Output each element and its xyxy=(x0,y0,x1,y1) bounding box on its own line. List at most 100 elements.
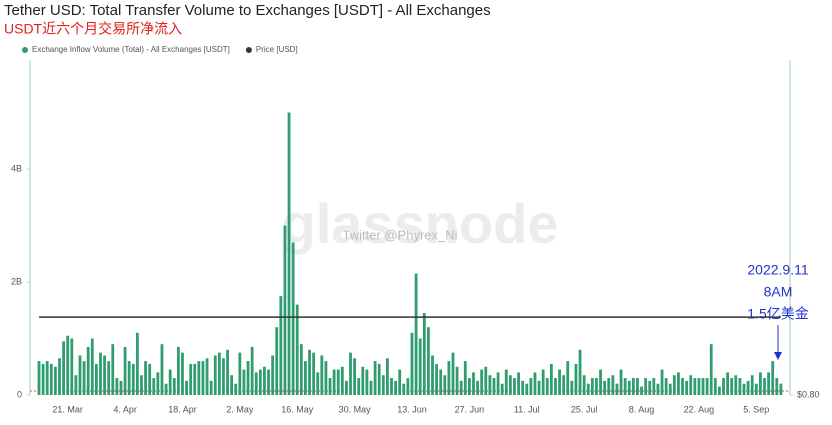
bar xyxy=(467,378,471,395)
bar xyxy=(353,358,357,395)
bar xyxy=(722,378,725,395)
bar xyxy=(111,344,115,395)
bar xyxy=(439,369,443,395)
annotation: 2022.9.11 xyxy=(747,262,808,278)
bar xyxy=(713,378,717,395)
bar xyxy=(443,375,447,395)
bar xyxy=(287,112,291,396)
bar xyxy=(582,375,586,395)
bar xyxy=(521,380,525,395)
bar xyxy=(45,361,49,395)
x-tick-label: 8. Aug xyxy=(629,404,655,414)
bar xyxy=(746,380,750,395)
bar xyxy=(488,375,492,395)
bar xyxy=(693,378,697,395)
bar xyxy=(275,327,279,395)
x-tick-label: 30. May xyxy=(339,404,372,414)
bar xyxy=(779,383,783,395)
bar xyxy=(549,363,553,395)
bar xyxy=(574,363,578,395)
bar xyxy=(135,332,139,395)
bar xyxy=(246,361,250,395)
bar xyxy=(599,369,602,395)
bar xyxy=(49,363,53,395)
bar xyxy=(238,352,242,395)
x-tick-label: 2. May xyxy=(226,404,254,414)
bar xyxy=(304,361,307,395)
bar xyxy=(545,378,549,395)
x-tick-label: 13. Jun xyxy=(397,404,427,414)
bar xyxy=(250,346,254,395)
bar xyxy=(168,369,172,395)
bar xyxy=(718,386,721,395)
bar xyxy=(332,369,336,395)
bar xyxy=(763,378,766,395)
bar xyxy=(611,375,615,395)
bar xyxy=(767,372,771,395)
bar xyxy=(656,383,660,395)
bar xyxy=(345,380,348,395)
bar xyxy=(513,378,516,395)
y2-tick-label: $0.80 xyxy=(797,389,820,399)
bar xyxy=(185,380,188,395)
bar xyxy=(459,380,463,395)
bar xyxy=(74,375,78,395)
x-tick-label: 25. Jul xyxy=(571,404,598,414)
bar xyxy=(689,375,693,395)
watermark-sub: Twitter @Phyrex_Ni xyxy=(342,227,457,242)
bar xyxy=(131,363,135,395)
bar xyxy=(82,361,86,395)
bar xyxy=(623,378,627,395)
bar xyxy=(537,380,541,395)
legend-marker xyxy=(22,47,28,53)
bar xyxy=(115,378,119,395)
bar xyxy=(156,372,160,395)
bar xyxy=(504,369,508,395)
bar xyxy=(709,344,713,395)
bar xyxy=(291,242,295,395)
bar xyxy=(636,378,639,395)
bar xyxy=(324,361,328,395)
bar xyxy=(431,355,434,395)
bar xyxy=(668,383,672,395)
bar xyxy=(377,363,381,395)
bar xyxy=(660,369,664,395)
bar xyxy=(148,363,152,395)
bar xyxy=(90,338,94,395)
bar xyxy=(308,349,311,395)
bar xyxy=(381,375,385,395)
bar xyxy=(472,372,475,395)
bar xyxy=(476,380,479,395)
bar xyxy=(242,369,246,395)
bar xyxy=(619,369,623,395)
annotation-arrowhead xyxy=(774,352,782,360)
bar xyxy=(209,380,213,395)
bar xyxy=(435,363,438,395)
bar xyxy=(705,378,709,395)
annotation: 1.5亿美金 xyxy=(747,306,808,322)
bar xyxy=(189,363,193,395)
bar xyxy=(99,352,102,395)
bar xyxy=(369,380,373,395)
bar xyxy=(172,378,176,395)
bar xyxy=(578,349,582,395)
bar xyxy=(193,363,197,395)
bar xyxy=(771,361,775,395)
bar xyxy=(86,346,90,395)
bar xyxy=(484,366,488,395)
bar xyxy=(726,372,730,395)
bar xyxy=(701,378,705,395)
x-tick-label: 11. Jul xyxy=(514,404,540,414)
bar xyxy=(750,375,754,395)
bar xyxy=(672,375,676,395)
x-tick-label: 16. May xyxy=(281,404,314,414)
bar xyxy=(455,366,459,395)
bar xyxy=(271,355,275,395)
x-tick-label: 27. Jun xyxy=(455,404,485,414)
bar xyxy=(258,369,262,395)
bar xyxy=(66,335,70,395)
bar xyxy=(697,378,701,395)
bar xyxy=(533,372,537,395)
bar xyxy=(447,361,451,395)
x-tick-label: 5. Sep xyxy=(743,404,769,414)
